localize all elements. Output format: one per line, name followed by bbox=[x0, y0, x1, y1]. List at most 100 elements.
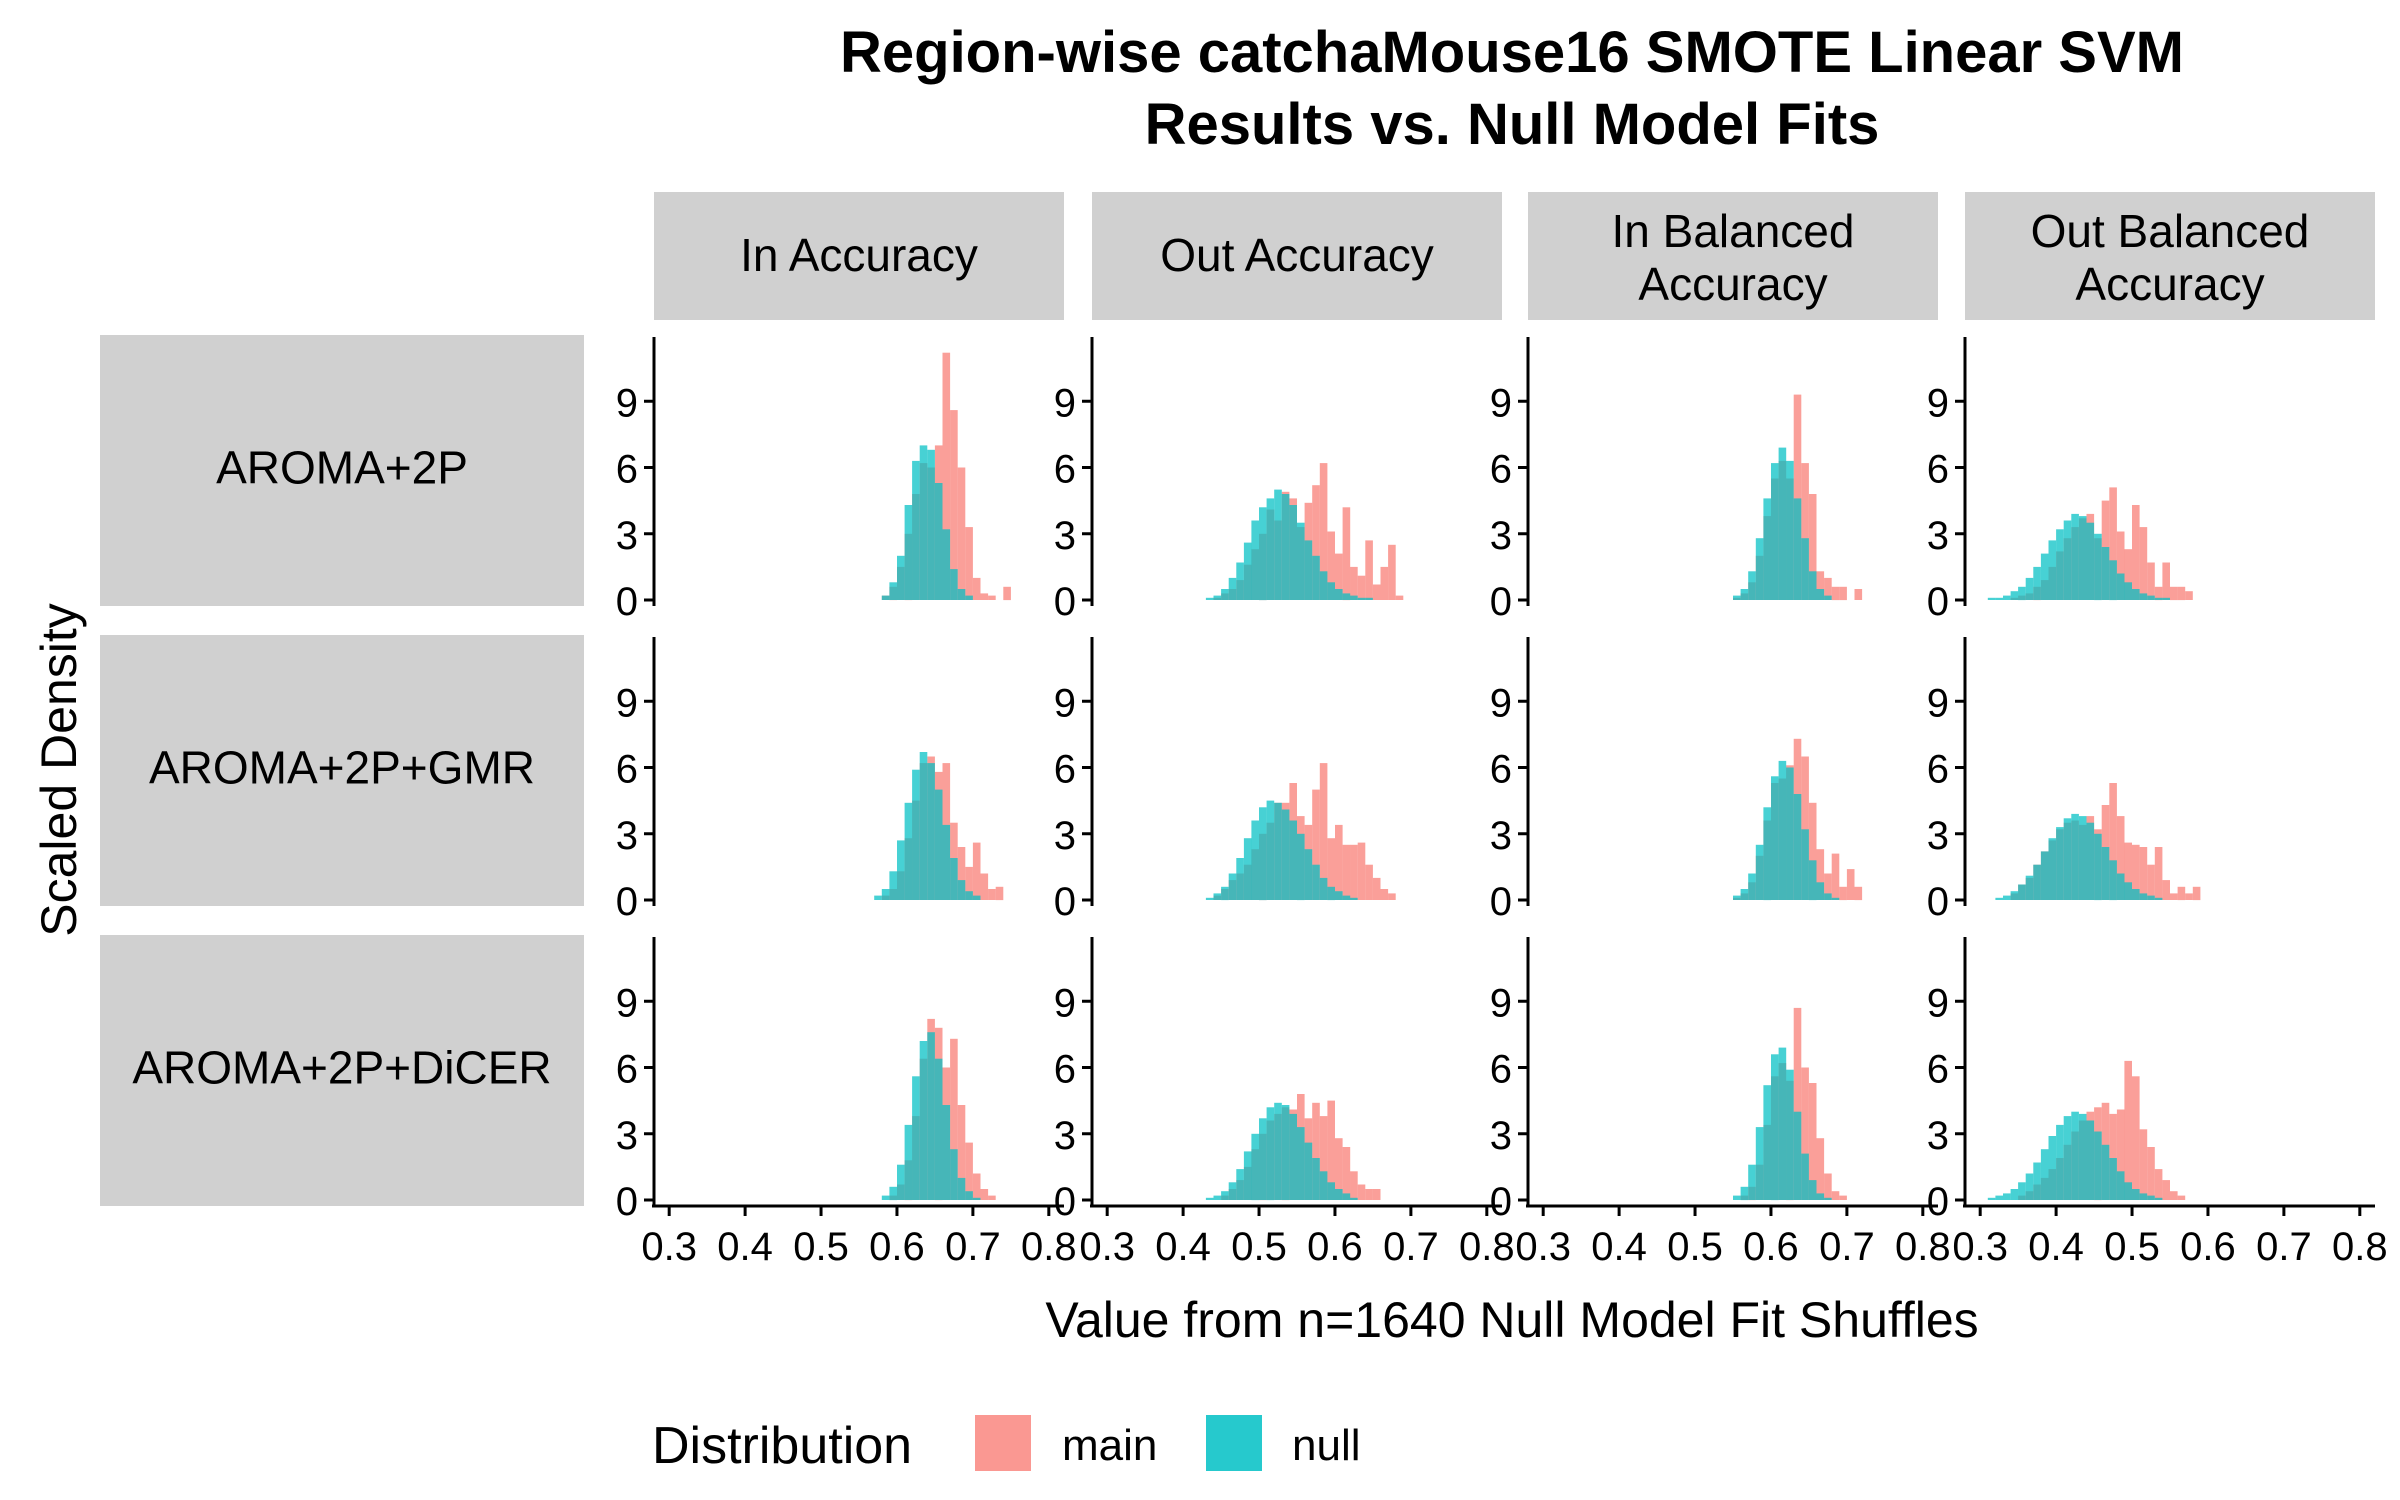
main-bar bbox=[2132, 1076, 2140, 1200]
main-bar bbox=[2177, 1195, 2186, 1200]
null-bar bbox=[2010, 891, 2019, 900]
null-bar bbox=[1342, 895, 1351, 900]
null-bar bbox=[1259, 507, 1267, 601]
y-tick-label: 0 bbox=[1490, 880, 1512, 924]
null-bar bbox=[1808, 1180, 1817, 1200]
main-bar bbox=[1816, 571, 1825, 600]
main-bar bbox=[1003, 586, 1011, 601]
x-tick-label: 0.6 bbox=[1307, 1225, 1363, 1269]
null-bar bbox=[2003, 1193, 2011, 1200]
null-bar bbox=[2040, 553, 2049, 600]
null-bar bbox=[2056, 529, 2064, 600]
main-bar bbox=[2162, 1180, 2170, 1200]
null-bar bbox=[897, 840, 905, 900]
null-bar bbox=[1824, 1197, 1832, 1200]
null-bar bbox=[2086, 822, 2095, 900]
null-bar bbox=[2040, 1149, 2049, 1200]
null-bar bbox=[1786, 767, 1794, 900]
null-bar bbox=[1327, 1182, 1335, 1200]
panel-aroma-2p-gmr-out-accuracy: 0 3 6 9 bbox=[1054, 637, 1396, 924]
null-bar bbox=[2132, 1189, 2140, 1200]
y-tick-label: 6 bbox=[1054, 748, 1076, 792]
panel-aroma-2p-dicer-in-accuracy: 0 3 6 9 0.3 0.4 0.5 0.6 0.7 0.8 bbox=[616, 937, 1077, 1269]
legend-label-null: null bbox=[1292, 1421, 1361, 1470]
null-bar bbox=[1312, 555, 1320, 600]
null-bar bbox=[1221, 1191, 1229, 1200]
x-tick-label: 0.8 bbox=[1021, 1225, 1077, 1269]
null-bar bbox=[1281, 1105, 1290, 1200]
null-bar bbox=[927, 763, 935, 900]
x-tick-label: 0.6 bbox=[2180, 1225, 2236, 1269]
null-bar bbox=[897, 1164, 905, 1200]
null-bar bbox=[957, 589, 966, 600]
null-bar bbox=[934, 483, 943, 600]
null-bar bbox=[1213, 1195, 1222, 1200]
x-tick-label: 0.7 bbox=[1383, 1225, 1439, 1269]
main-bar bbox=[1312, 1102, 1320, 1200]
main-bar bbox=[957, 847, 966, 900]
null-bar bbox=[1228, 873, 1237, 900]
y-tick-label: 3 bbox=[1054, 1114, 1076, 1158]
y-tick-label: 6 bbox=[616, 1048, 638, 1092]
main-bar bbox=[1365, 864, 1373, 900]
null-bar bbox=[1251, 820, 1259, 900]
null-bar bbox=[2124, 1182, 2132, 1200]
main-bar bbox=[965, 866, 973, 900]
main-bar bbox=[1801, 1067, 1809, 1200]
null-bar bbox=[950, 1149, 958, 1200]
null-bar bbox=[2124, 582, 2132, 600]
main-bar bbox=[1342, 507, 1351, 601]
main-bar bbox=[2147, 1147, 2155, 1200]
y-tick-label: 9 bbox=[1054, 381, 1076, 425]
null-bar bbox=[2025, 577, 2034, 600]
main-bar bbox=[2154, 1169, 2163, 1200]
null-bar bbox=[1808, 860, 1817, 901]
column-strip-out-accuracy: Out Accuracy bbox=[1092, 192, 1502, 320]
main-bar bbox=[2147, 864, 2155, 900]
panel-aroma-2p-dicer-out-accuracy: 0 3 6 9 0.3 0.4 0.5 0.6 0.7 0.8 bbox=[1054, 937, 1515, 1269]
x-tick-label: 0.6 bbox=[1743, 1225, 1799, 1269]
x-tick-label: 0.5 bbox=[1667, 1225, 1723, 1269]
null-bar bbox=[2040, 851, 2049, 900]
null-bar bbox=[1801, 538, 1809, 600]
null-bar bbox=[1816, 1193, 1825, 1200]
main-bar bbox=[1335, 1138, 1343, 1200]
main-bar bbox=[2132, 505, 2140, 600]
null-bar bbox=[1342, 1193, 1351, 1200]
main-bar bbox=[1793, 394, 1802, 600]
y-tick-label: 0 bbox=[616, 1180, 638, 1224]
y-tick-label: 3 bbox=[1927, 814, 1949, 858]
null-bar bbox=[2071, 1111, 2079, 1200]
null-bar bbox=[2109, 860, 2117, 901]
main-bar bbox=[2124, 549, 2132, 600]
main-bar bbox=[988, 889, 996, 900]
main-bar bbox=[1801, 756, 1809, 900]
main-bar bbox=[2177, 886, 2186, 901]
row-strip-label: AROMA+2P bbox=[216, 442, 468, 494]
main-bar bbox=[2109, 487, 2117, 600]
null-bar bbox=[2124, 882, 2132, 900]
null-bar bbox=[919, 445, 928, 600]
main-bar bbox=[1312, 485, 1320, 600]
null-bar bbox=[1778, 447, 1787, 600]
null-bar bbox=[1243, 838, 1252, 900]
main-bar bbox=[1388, 893, 1396, 900]
main-bar bbox=[1395, 595, 1404, 600]
main-bar bbox=[2109, 1113, 2117, 1200]
null-bar bbox=[1243, 542, 1252, 600]
main-bar bbox=[2109, 783, 2117, 900]
main-bar bbox=[980, 873, 989, 900]
null-bar bbox=[972, 895, 981, 900]
null-bar bbox=[2154, 597, 2163, 600]
x-tick-label: 0.7 bbox=[1819, 1225, 1875, 1269]
main-bar bbox=[1335, 553, 1343, 600]
panel-aroma-2p-gmr-in-accuracy: 0 3 6 9 bbox=[616, 637, 1004, 924]
row-strip-bg bbox=[100, 935, 584, 1206]
y-tick-label: 3 bbox=[616, 814, 638, 858]
null-bar bbox=[2010, 1189, 2019, 1200]
main-bar bbox=[1839, 886, 1847, 901]
column-strip-bg bbox=[1092, 192, 1502, 320]
main-bar bbox=[1335, 824, 1343, 900]
main-bar bbox=[972, 577, 981, 600]
null-bar bbox=[2010, 591, 2019, 600]
